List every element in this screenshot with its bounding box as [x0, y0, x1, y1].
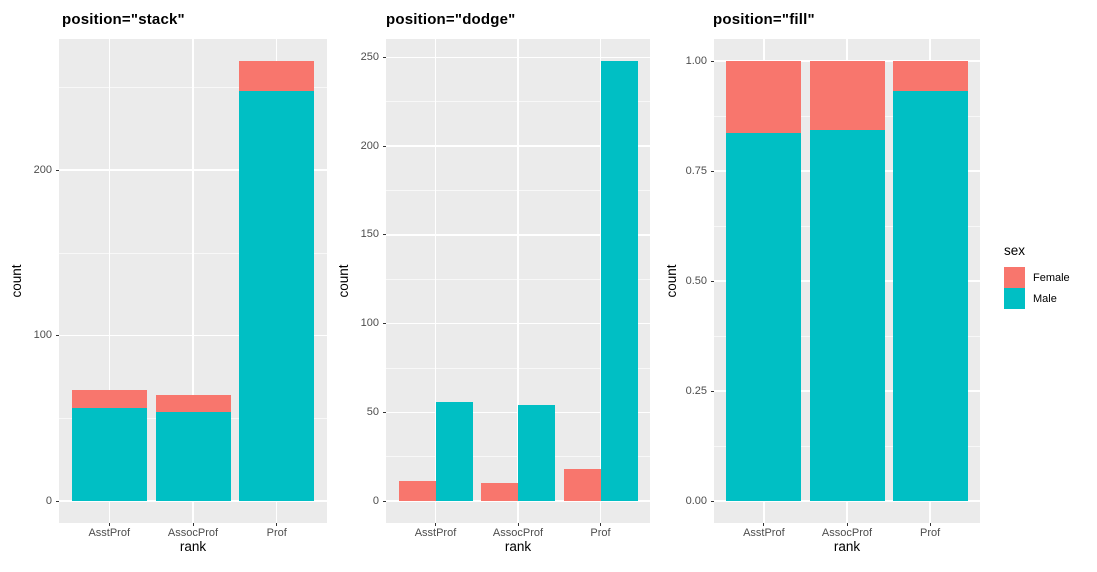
gridline-vertical	[517, 39, 519, 523]
x-tick-mark	[276, 523, 278, 526]
bar-female-assocprof	[155, 395, 231, 412]
y-tick-mark	[711, 60, 714, 62]
y-tick-mark	[711, 390, 714, 392]
y-tick-mark	[711, 170, 714, 172]
bar-female-prof	[892, 61, 968, 91]
bar-male-assocprof	[518, 405, 555, 501]
bar-female-asstprof	[71, 390, 147, 409]
x-tick-label: AssocProf	[821, 527, 873, 539]
y-tick-mark	[56, 335, 59, 337]
legend-label-male: Male	[1033, 292, 1057, 305]
bar-male-prof	[600, 61, 638, 501]
bar-male-asstprof	[71, 408, 147, 501]
gridline-vertical	[108, 39, 110, 523]
x-tick-label: Prof	[266, 527, 287, 539]
bar-male-prof	[892, 90, 968, 501]
y-tick-label: 0	[372, 494, 379, 507]
y-tick-label: 100	[33, 329, 52, 342]
x-tick-label: AssocProf	[492, 527, 544, 539]
y-tick-label: 200	[360, 139, 379, 152]
x-tick-mark	[763, 523, 765, 526]
legend-key-male: Male	[1004, 288, 1070, 309]
x-tick-mark	[600, 523, 601, 526]
y-tick-label: 0	[45, 494, 52, 507]
y-tick-mark	[383, 500, 386, 502]
x-tick-label: AsstProf	[88, 527, 131, 539]
legend-label-female: Female	[1033, 271, 1070, 284]
y-tick-mark	[711, 500, 714, 502]
legend-swatch-male	[1004, 288, 1025, 309]
x-tick-mark	[929, 523, 931, 526]
x-tick-mark	[108, 523, 110, 526]
x-axis-title-rank: rank	[833, 539, 861, 554]
plot-area-fill	[714, 39, 980, 523]
plot-area-stack	[59, 39, 327, 523]
y-tick-mark	[383, 56, 386, 58]
y-tick-mark	[711, 280, 714, 282]
bar-male-asstprof	[435, 401, 473, 501]
legend-key-female: Female	[1004, 267, 1070, 288]
y-tick-label: 0.00	[685, 494, 707, 507]
plot-title-fill: position="fill"	[713, 11, 815, 28]
y-axis-title-count: count	[336, 264, 351, 298]
plot-title-dodge: position="dodge"	[386, 11, 516, 28]
bar-female-assocprof	[809, 61, 885, 130]
bar-female-asstprof	[398, 481, 436, 501]
x-tick-label: AsstProf	[743, 527, 785, 539]
bar-male-assocprof	[809, 129, 885, 501]
bar-female-assocprof	[481, 483, 518, 501]
x-tick-mark	[517, 523, 519, 526]
x-axis-title-rank: rank	[179, 539, 207, 554]
x-tick-label: AssocProf	[167, 527, 219, 539]
x-tick-mark	[846, 523, 848, 526]
y-tick-mark	[383, 234, 386, 236]
y-tick-label: 0.75	[685, 164, 707, 177]
gridline-vertical	[599, 39, 602, 523]
y-tick-label: 250	[360, 50, 379, 63]
bar-female-asstprof	[726, 61, 802, 134]
gridline-vertical	[192, 39, 194, 523]
gridline-vertical	[434, 39, 437, 523]
legend-swatch-female	[1004, 267, 1025, 288]
legend-title: sex	[1004, 243, 1026, 258]
bar-male-asstprof	[726, 133, 802, 501]
y-tick-label: 150	[360, 228, 379, 241]
x-tick-label: Prof	[590, 527, 611, 539]
x-tick-mark	[435, 523, 436, 526]
bar-male-prof	[239, 90, 315, 501]
y-axis-title-count: count	[9, 264, 24, 298]
y-tick-label: 0.50	[685, 274, 707, 287]
y-tick-mark	[383, 145, 386, 147]
y-tick-label: 200	[33, 163, 52, 176]
y-tick-mark	[383, 411, 386, 413]
x-tick-mark	[192, 523, 194, 526]
y-tick-label: 1.00	[685, 54, 707, 67]
x-tick-label: Prof	[920, 527, 941, 539]
plot-title-stack: position="stack"	[62, 11, 185, 28]
plot-area-dodge	[386, 39, 650, 523]
bar-female-prof	[563, 469, 601, 501]
y-tick-mark	[56, 169, 59, 171]
y-tick-mark	[383, 323, 386, 325]
y-tick-mark	[56, 500, 59, 502]
bar-female-prof	[239, 61, 315, 91]
y-tick-label: 0.25	[685, 384, 707, 397]
y-tick-label: 50	[366, 405, 379, 418]
bar-male-assocprof	[155, 411, 231, 501]
legend-sex: sex Female Male	[1004, 243, 1070, 309]
x-axis-title-rank: rank	[504, 539, 532, 554]
x-tick-label: AsstProf	[414, 527, 457, 539]
y-tick-label: 100	[360, 317, 379, 330]
